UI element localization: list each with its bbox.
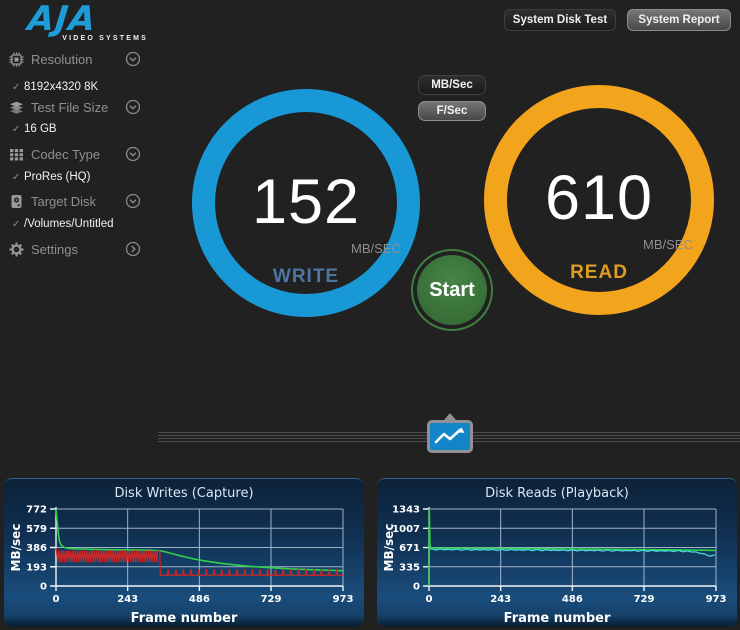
sidebar-item-target-disk[interactable]: Target Disk <box>8 192 158 210</box>
series-average-read-rate <box>428 508 717 587</box>
read-speed-unit: MB/SEC <box>643 237 693 252</box>
svg-text:0: 0 <box>413 582 420 593</box>
chevron-down-icon[interactable] <box>125 193 141 214</box>
series-average-write-rate <box>55 508 344 572</box>
sidebar-item-codec-type[interactable]: Codec Type <box>8 145 158 163</box>
disk-reads-chart-panel: 0 335 671 1007 1343 0 243 486 729 973 Disk Reads (… <box>377 478 737 627</box>
svg-text:Frame number: Frame number <box>131 611 238 626</box>
write-speed-value: 152 <box>251 167 361 237</box>
codec-type-selected-value[interactable]: ✓ ProRes (HQ) <box>12 171 91 183</box>
chevron-down-icon[interactable] <box>125 99 141 120</box>
read-speed-gauge: 610 MB/SEC READ <box>484 85 714 315</box>
series-instantaneous-read-rate <box>429 548 716 557</box>
svg-text:729: 729 <box>634 594 655 605</box>
sidebar-item-label: Settings <box>31 241 78 257</box>
svg-text:486: 486 <box>189 594 210 605</box>
svg-text:Frame number: Frame number <box>504 611 611 626</box>
checkmark-icon: ✓ <box>12 171 21 183</box>
aja-logo-subtext: VIDEO SYSTEMS <box>62 35 148 42</box>
resolution-selected-value[interactable]: ✓ 8192x4320 8K <box>12 81 99 93</box>
system-report-button[interactable]: System Report <box>627 9 731 31</box>
graph-toggle-pointer <box>444 413 456 420</box>
fsec-toggle-button[interactable]: F/Sec <box>418 101 486 121</box>
disk-icon <box>8 193 25 210</box>
grid-icon <box>8 146 25 163</box>
disk-reads-chart: 0 335 671 1007 1343 0 243 486 729 973 Disk Reads (… <box>382 486 726 626</box>
chevron-down-icon[interactable] <box>125 51 141 72</box>
svg-text:Disk Writes (Capture): Disk Writes (Capture) <box>114 486 253 501</box>
svg-text:1343: 1343 <box>392 505 420 516</box>
sidebar-item-label: Codec Type <box>31 146 101 162</box>
line-chart-icon[interactable] <box>427 420 473 453</box>
svg-text:Disk Reads (Playback): Disk Reads (Playback) <box>485 486 629 501</box>
sidebar-item-test-file-size[interactable]: Test File Size <box>8 98 158 116</box>
start-button[interactable]: Start <box>417 255 487 325</box>
series-instantaneous-write-rate <box>55 547 343 577</box>
checkmark-icon: ✓ <box>12 123 21 135</box>
mbsec-toggle-button[interactable]: MB/Sec <box>418 75 486 95</box>
sidebar-item-settings[interactable]: Settings <box>8 240 158 258</box>
test-file-size-selected-value[interactable]: ✓ 16 GB <box>12 123 57 135</box>
sidebar-item-resolution[interactable]: Resolution <box>8 50 158 68</box>
checkmark-icon: ✓ <box>12 218 21 230</box>
aja-logo-text: AJA <box>25 0 99 39</box>
checkmark-icon: ✓ <box>12 81 21 93</box>
svg-text:MB/sec: MB/sec <box>382 524 396 572</box>
svg-text:243: 243 <box>117 594 138 605</box>
chart-text: 0 193 386 579 772 0 243 486 729 973 Disk Writes (C… <box>9 486 353 626</box>
target-disk-selected-value[interactable]: ✓ /Volumes/Untitled <box>12 218 114 230</box>
gear-icon <box>8 241 25 258</box>
layers-icon <box>8 99 25 116</box>
chart-text: 0 335 671 1007 1343 0 243 486 729 973 Disk Reads (… <box>382 486 726 626</box>
disk-writes-chart: 0 193 386 579 772 0 243 486 729 973 Disk Writes (C… <box>9 486 353 626</box>
svg-text:973: 973 <box>706 594 727 605</box>
read-gauge-label: READ <box>570 262 628 283</box>
svg-text:0: 0 <box>53 594 60 605</box>
sidebar-item-label: Resolution <box>31 51 93 67</box>
svg-text:486: 486 <box>562 594 583 605</box>
sidebar-item-label: Target Disk <box>31 193 97 209</box>
write-gauge-label: WRITE <box>272 266 340 287</box>
svg-text:0: 0 <box>40 582 47 593</box>
svg-text:193: 193 <box>26 562 47 573</box>
gridlines <box>429 508 717 586</box>
write-speed-unit: MB/SEC <box>351 241 401 256</box>
write-speed-gauge: 152 MB/SEC WRITE <box>192 89 420 317</box>
aja-logo: AJA VIDEO SYSTEMS <box>25 0 148 46</box>
svg-text:1007: 1007 <box>392 524 420 535</box>
read-speed-value: 610 <box>544 163 654 233</box>
svg-text:MB/sec: MB/sec <box>9 524 23 572</box>
svg-text:671: 671 <box>399 543 420 554</box>
gridlines <box>56 508 344 586</box>
axes <box>50 507 344 591</box>
svg-text:973: 973 <box>333 594 354 605</box>
system-disk-test-button[interactable]: System Disk Test <box>504 9 616 31</box>
sidebar-item-label: Test File Size <box>31 99 109 115</box>
chevron-down-icon[interactable] <box>125 146 141 167</box>
svg-text:772: 772 <box>26 505 47 516</box>
chevron-right-icon[interactable] <box>125 241 141 262</box>
svg-text:0: 0 <box>426 594 433 605</box>
svg-text:386: 386 <box>26 543 47 554</box>
disk-writes-chart-panel: 0 193 386 579 772 0 243 486 729 973 Disk Writes (C… <box>4 478 364 627</box>
svg-text:579: 579 <box>26 524 47 535</box>
svg-text:335: 335 <box>399 562 420 573</box>
chip-icon <box>8 51 25 68</box>
svg-text:243: 243 <box>490 594 511 605</box>
svg-text:729: 729 <box>261 594 282 605</box>
start-button-ring <box>411 249 493 331</box>
